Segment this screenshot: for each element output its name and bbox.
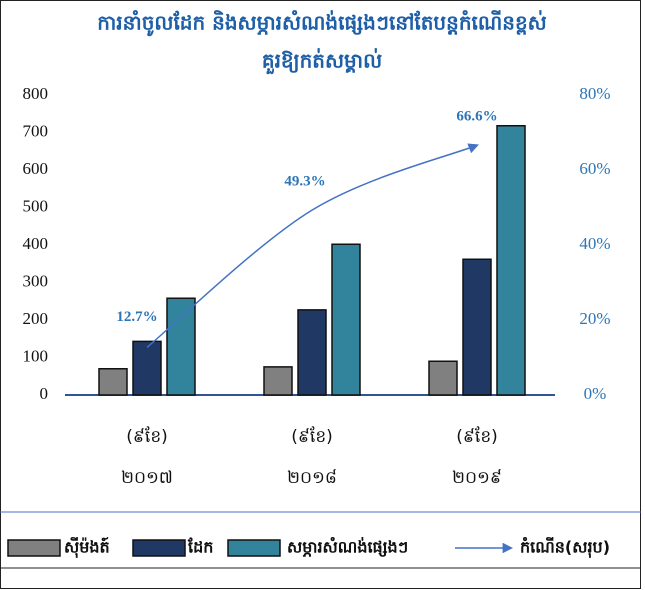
data-label: 49.3%: [284, 174, 325, 190]
x-tick-label: ២០១៧: [121, 468, 173, 488]
legend-label: កំណើន(សរុប): [520, 537, 610, 559]
chart-title: គួរឱ្យកត់សម្គាល់: [262, 48, 382, 75]
bar: [98, 368, 128, 396]
bar: [263, 366, 293, 396]
data-label: 12.7%: [116, 309, 157, 325]
y2-tick-label: 60%: [579, 159, 610, 178]
y-tick-label: 700: [23, 121, 49, 140]
y2-tick-label: 80%: [579, 84, 610, 103]
y-tick-label: 200: [23, 309, 49, 328]
bar: [132, 340, 162, 396]
y-tick-label: 300: [23, 271, 49, 290]
legend-label: សម្ភារសំណង់ផ្សេងៗ: [287, 537, 408, 558]
legend-label: ស៊ីម៉ងត៍: [64, 537, 110, 559]
legend-swatch: [227, 539, 281, 557]
x-tick-label: (៩ខែ): [456, 426, 498, 447]
data-label: 66.6%: [456, 109, 497, 125]
chart-title: ការនាំចូលដែក និងសម្ភារសំណង់ផ្សេងៗនៅតែបន្…: [97, 10, 546, 37]
legend-swatch: [132, 539, 186, 557]
bar: [297, 309, 327, 396]
x-tick-label: ២០១៨: [287, 468, 337, 488]
growth-line: [146, 143, 479, 348]
y2-tick-label: 20%: [579, 309, 610, 328]
y-tick-label: 400: [23, 234, 49, 253]
x-tick-label: (៩ខែ): [291, 426, 333, 447]
y-tick-label: 0: [40, 384, 49, 403]
x-tick-label: (៩ខែ): [126, 426, 168, 447]
bar: [496, 125, 526, 396]
y-tick-label: 600: [23, 159, 49, 178]
y-tick-label: 500: [23, 196, 49, 215]
y2-tick-label: 40%: [579, 234, 610, 253]
legend-label: ដែក: [187, 537, 213, 557]
bar: [331, 243, 361, 396]
x-tick-label: ២០១៩: [452, 468, 502, 488]
bar: [428, 360, 458, 396]
y-tick-label: 800: [23, 84, 49, 103]
legend-swatch: [7, 539, 61, 557]
y-tick-label: 100: [23, 346, 49, 365]
y2-tick-label: 0%: [584, 384, 607, 403]
bar: [166, 297, 196, 396]
bar: [462, 258, 492, 396]
